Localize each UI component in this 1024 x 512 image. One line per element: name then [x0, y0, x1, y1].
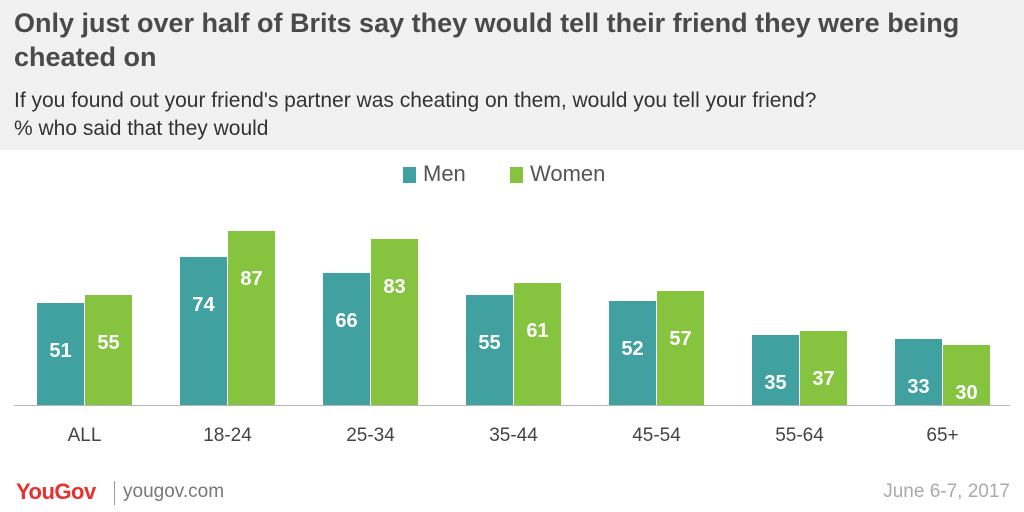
data-label-men-all: 51 [49, 340, 71, 362]
bar-women-65plus [943, 345, 990, 405]
survey-note: % who said that they would [14, 117, 269, 140]
legend-label-women: Women [530, 161, 606, 186]
footer: YouGov yougov.com June 6-7, 2017 [0, 475, 1024, 512]
x-tick-label: ALL [68, 425, 102, 446]
data-label-women-45-54: 57 [669, 328, 691, 350]
survey-question: If you found out your friend's partner w… [14, 89, 817, 112]
data-label-women-all: 55 [97, 332, 119, 354]
data-label-women-55-64: 37 [812, 368, 834, 390]
header-band: Only just over half of Brits say they wo… [0, 0, 1024, 150]
data-label-men-35-44: 55 [478, 332, 500, 354]
bar-men-35-44 [466, 295, 513, 405]
chart-legend: Men Women [0, 160, 1024, 188]
data-label-women-35-44: 61 [526, 320, 548, 342]
x-tick-label: 25-34 [346, 425, 395, 446]
data-label-women-25-34: 83 [383, 276, 405, 298]
bar-men-18-24 [180, 257, 227, 405]
data-label-men-55-64: 35 [764, 372, 786, 394]
bar-men-all [37, 303, 84, 405]
bar-men-25-34 [323, 273, 370, 405]
chart-subtitle: If you found out your friend's partner w… [14, 87, 1014, 143]
x-tick-label: 45-54 [632, 425, 681, 446]
bar-women-18-24 [228, 231, 275, 405]
x-tick-label: 35-44 [489, 425, 538, 446]
bar-men-65plus [895, 339, 942, 405]
bar-chart: 51 55 ALL 74 87 18-24 66 83 25-34 55 61 35-44 52 57 45… [14, 231, 1010, 446]
yougov-logo: YouGov [16, 479, 96, 504]
x-tick-label: 55-64 [775, 425, 824, 446]
legend-swatch-women [510, 167, 523, 183]
bar-women-25-34 [371, 239, 418, 405]
bar-men-55-64 [752, 335, 799, 405]
legend-label-men: Men [423, 161, 466, 186]
footer-divider [114, 481, 115, 505]
bar-women-all [85, 295, 132, 405]
data-label-men-65plus: 33 [907, 376, 929, 398]
bar-men-45-54 [609, 301, 656, 405]
legend-swatch-men [403, 167, 416, 183]
bar-women-35-44 [514, 283, 561, 405]
survey-date: June 6-7, 2017 [883, 481, 1010, 502]
data-label-men-18-24: 74 [192, 294, 215, 316]
x-tick-label: 18-24 [203, 425, 252, 446]
site-url: yougov.com [123, 481, 225, 502]
chart-title: Only just over half of Brits say they wo… [14, 8, 960, 72]
data-label-men-45-54: 52 [621, 338, 643, 360]
x-tick-label: 65+ [926, 425, 958, 446]
data-label-women-65plus: 30 [955, 382, 977, 404]
bar-women-55-64 [800, 331, 847, 405]
bar-women-45-54 [657, 291, 704, 405]
data-label-women-18-24: 87 [240, 268, 262, 290]
data-label-men-25-34: 66 [335, 310, 357, 332]
